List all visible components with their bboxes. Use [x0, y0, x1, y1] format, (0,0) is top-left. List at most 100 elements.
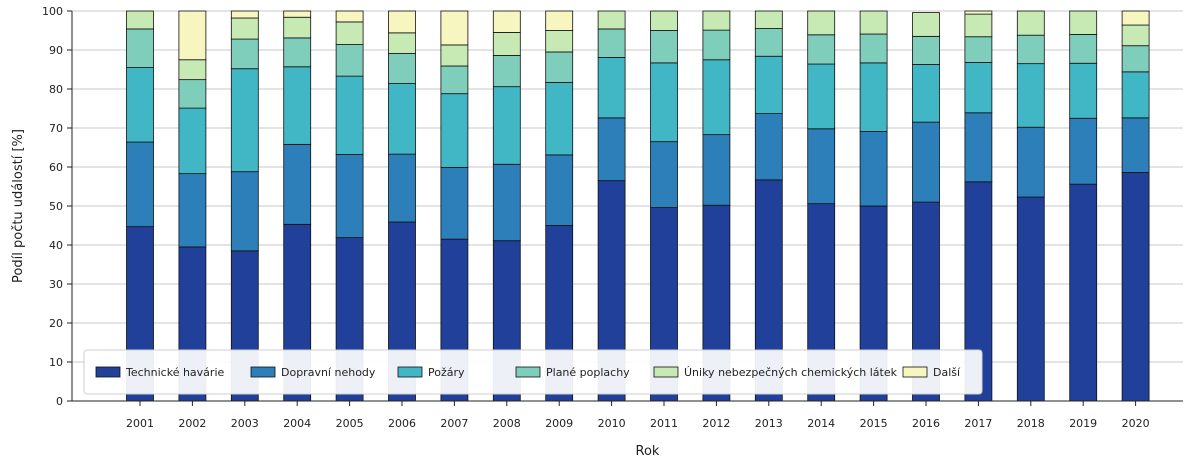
y-tick-label: 40 — [49, 239, 63, 252]
bar-segment — [1069, 117, 1098, 185]
bar-segment — [807, 34, 836, 65]
y-tick-label: 20 — [49, 317, 63, 330]
legend-label: Další — [933, 366, 961, 379]
bar-segment — [964, 10, 993, 15]
legend-swatch — [397, 366, 423, 378]
bar-segment — [650, 141, 678, 208]
bar-segment — [283, 16, 312, 39]
x-tick-label: 2005 — [336, 417, 364, 430]
bar-segment — [545, 51, 574, 83]
bar-segment — [1121, 45, 1150, 73]
bar-segment — [754, 28, 783, 57]
bar-segment — [283, 10, 312, 18]
x-tick-label: 2014 — [807, 417, 835, 430]
bar-segment — [1121, 172, 1150, 402]
bar-segment — [492, 32, 521, 56]
bar-segment — [754, 55, 783, 114]
bar-segment — [702, 29, 731, 61]
bar-segment — [912, 121, 940, 203]
bar-segment — [964, 62, 993, 114]
y-tick-label: 100 — [42, 5, 63, 18]
bar-segment — [650, 62, 678, 143]
bar-segment — [283, 143, 312, 225]
axes: 0 10 20 30 40 50 60 70 80 90 100 2001 2002 2003 2004 20… — [11, 5, 1183, 459]
bar-segment — [230, 68, 259, 173]
legend-label: Dopravní nehody — [281, 366, 376, 379]
bar-segment — [912, 35, 940, 65]
bar-segment — [492, 86, 521, 165]
legend-label: Technické havárie — [125, 366, 224, 379]
bar-segment — [1069, 183, 1098, 402]
bar-segment — [230, 17, 259, 40]
legend-swatch — [95, 366, 121, 378]
legend: Technické havárie Dopravní nehody Požáry Pl… — [83, 349, 983, 395]
bar-segment — [178, 107, 207, 175]
y-tick-label: 30 — [49, 278, 63, 291]
bar-segment — [754, 10, 783, 29]
legend-swatch — [250, 366, 276, 378]
bar-segment — [335, 21, 364, 45]
bar-segment — [1121, 10, 1150, 26]
bar-segment — [807, 10, 836, 36]
bar-segment — [440, 93, 469, 168]
bar-segment — [440, 10, 469, 46]
bar-segment — [964, 112, 993, 183]
bar-segment — [807, 63, 836, 130]
x-tick-label: 2007 — [440, 417, 468, 430]
bar-segment — [388, 32, 416, 54]
bar-segment — [964, 13, 993, 38]
bar-segment — [964, 36, 993, 63]
bar-segment — [912, 12, 940, 37]
bar-segment — [126, 67, 154, 143]
bar-segment — [283, 66, 312, 145]
bar-segment — [440, 44, 469, 67]
bar-segment — [1069, 10, 1098, 35]
bar-segment — [335, 75, 364, 155]
x-tick-label: 2004 — [283, 417, 311, 430]
x-axis-title: Rok — [636, 444, 660, 459]
bar-segment — [545, 10, 574, 31]
bar-segment — [388, 83, 416, 155]
bar-segment — [440, 65, 469, 95]
bar-segment — [388, 153, 416, 223]
bar-segment — [859, 131, 888, 207]
bar-segment — [1121, 71, 1150, 119]
bar-segment — [702, 134, 731, 206]
bar-segment — [230, 38, 259, 70]
y-tick-label: 0 — [56, 395, 63, 408]
bar-segment — [178, 59, 207, 81]
x-tick-label: 2012 — [702, 417, 730, 430]
bar-segment — [1016, 126, 1045, 198]
bar-segment — [545, 30, 574, 53]
bar-segment — [1016, 34, 1045, 65]
y-tick-label: 10 — [49, 356, 63, 369]
bar-segment — [650, 30, 678, 64]
legend-label: Úniky nebezpečných chemických látek — [684, 366, 898, 379]
x-tick-label: 2001 — [126, 417, 154, 430]
bar-segment — [178, 10, 207, 61]
bar-segment — [126, 141, 154, 228]
bar-segment — [702, 10, 731, 31]
bar-segment — [912, 64, 940, 123]
legend-swatch — [653, 366, 679, 378]
bar-segment — [283, 37, 312, 68]
bar-segment — [859, 33, 888, 64]
bar-segment — [807, 128, 836, 205]
bar-segment — [388, 10, 416, 34]
bar-segment — [335, 44, 364, 77]
bar-segment — [1121, 117, 1150, 173]
x-tick-label: 2019 — [1069, 417, 1097, 430]
x-tick-label: 2016 — [912, 417, 940, 430]
x-tick-label: 2010 — [598, 417, 626, 430]
x-tick-label: 2009 — [545, 417, 573, 430]
bar-segment — [597, 10, 626, 30]
y-axis-title: Podíl počtu událostí [%] — [11, 129, 26, 283]
bar-segment — [859, 62, 888, 132]
x-tick-label: 2017 — [964, 417, 992, 430]
y-tick-label: 60 — [49, 161, 63, 174]
x-tick-label: 2015 — [860, 417, 888, 430]
bar-segment — [335, 10, 364, 23]
bar-segment — [1016, 196, 1045, 402]
